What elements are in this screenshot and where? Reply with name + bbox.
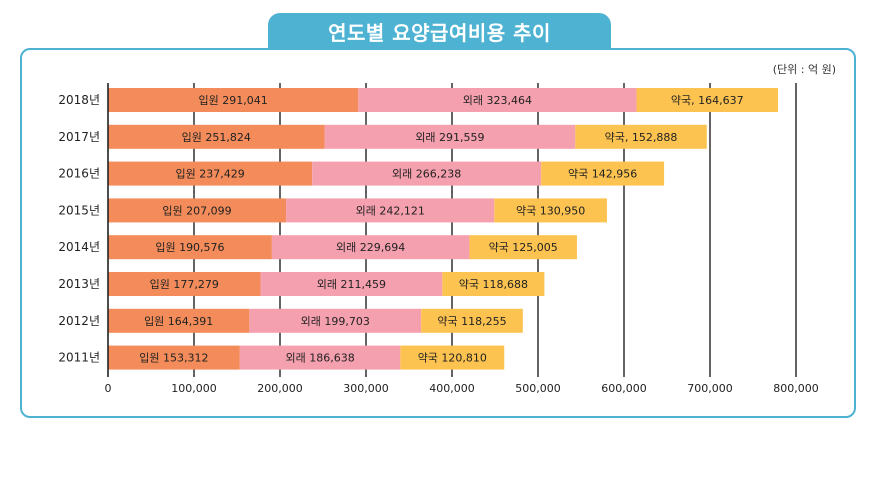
bar-label-약국-2013년: 약국 118,688: [459, 277, 528, 291]
bar-label-약국-2017년: 약국, 152,888: [605, 130, 678, 144]
bar-label-입원-2015년: 입원 207,099: [162, 204, 231, 217]
category-label-2011년: 2011년: [58, 351, 100, 365]
category-label-2016년: 2016년: [58, 167, 100, 181]
category-label-2017년: 2017년: [58, 130, 100, 144]
bar-외래-2016년: [312, 161, 542, 186]
bar-외래-2017년: [324, 124, 576, 149]
bar-label-외래-2011년: 외래 186,638: [285, 352, 354, 365]
category-label-2018년: 2018년: [58, 93, 100, 107]
bar-label-외래-2015년: 외래 242,121: [356, 204, 425, 217]
bar-외래-2014년: [271, 235, 470, 260]
x-tick-label-0: 0: [105, 382, 112, 395]
bar-label-입원-2016년: 입원 237,429: [175, 168, 244, 181]
bar-label-외래-2016년: 외래 266,238: [392, 168, 461, 181]
bar-약국-2014년: [469, 235, 577, 260]
category-label-2013년: 2013년: [58, 277, 100, 291]
bar-label-입원-2012년: 입원 164,391: [144, 315, 213, 328]
bar-label-외래-2017년: 외래 291,559: [415, 131, 484, 144]
bar-입원-2015년: [108, 198, 287, 223]
category-label-2012년: 2012년: [58, 314, 100, 328]
bar-입원-2018년: [108, 88, 359, 112]
category-label-2014년: 2014년: [58, 240, 100, 254]
bar-약국-2013년: [442, 272, 545, 296]
bar-label-입원-2014년: 입원 190,576: [155, 241, 224, 254]
unit-label: (단위 : 억 원): [773, 63, 836, 76]
bar-입원-2013년: [108, 272, 261, 296]
bar-label-외래-2013년: 외래 211,459: [317, 278, 386, 291]
x-tick-label-600000: 600,000: [601, 382, 647, 395]
bar-약국-2015년: [494, 198, 607, 223]
category-label-2015년: 2015년: [58, 203, 100, 217]
x-tick-label-400000: 400,000: [429, 382, 475, 395]
x-tick-label-200000: 200,000: [257, 382, 303, 395]
bar-label-외래-2014년: 외래 229,694: [336, 241, 405, 254]
labels-layer: 입원 291,041 외래 323,464 약국, 164,637 입원 251,82…: [139, 93, 743, 365]
bar-입원-2012년: [108, 308, 250, 333]
bar-입원-2017년: [108, 124, 325, 149]
bar-약국-2012년: [421, 308, 523, 333]
bar-label-입원-2011년: 입원 153,312: [139, 352, 208, 365]
x-tick-label-100000: 100,000: [171, 382, 217, 395]
bar-약국-2011년: [400, 345, 505, 370]
bar-약국-2018년: [636, 88, 779, 112]
x-tick-label-700000: 700,000: [687, 382, 733, 395]
bar-약국-2017년: [575, 124, 707, 149]
x-tick-label-500000: 500,000: [515, 382, 561, 395]
bar-label-약국-2018년: 약국, 164,637: [671, 93, 744, 107]
bar-외래-2012년: [249, 308, 422, 333]
bar-외래-2011년: [239, 345, 401, 370]
bar-입원-2014년: [108, 235, 272, 260]
bar-입원-2011년: [108, 345, 240, 370]
bar-label-외래-2012년: 외래 199,703: [301, 315, 370, 328]
bar-label-약국-2016년: 약국 142,956: [568, 167, 637, 181]
bar-약국-2016년: [541, 161, 665, 186]
bar-label-외래-2018년: 외래 323,464: [463, 94, 532, 107]
bar-label-약국-2012년: 약국 118,255: [437, 314, 506, 328]
bar-외래-2015년: [286, 198, 495, 223]
bar-label-약국-2015년: 약국 130,950: [516, 203, 585, 217]
bars-layer: [108, 88, 779, 370]
bar-label-입원-2013년: 입원 177,279: [150, 278, 219, 291]
bar-외래-2013년: [260, 272, 443, 296]
chart-title: 연도별 요양급여비용 추이: [268, 13, 611, 49]
bar-label-약국-2011년: 약국 120,810: [418, 351, 487, 365]
axis-layer: 2018년 2017년 2016년 2015년 2014년 2013년 2012년 2011년…: [58, 83, 819, 395]
bar-외래-2018년: [358, 88, 637, 112]
x-tick-label-300000: 300,000: [343, 382, 389, 395]
bar-입원-2016년: [108, 161, 313, 186]
bar-label-입원-2017년: 입원 251,824: [182, 131, 251, 144]
bar-label-입원-2018년: 입원 291,041: [199, 94, 268, 107]
bar-label-약국-2014년: 약국 125,005: [489, 240, 558, 254]
x-tick-label-800000: 800,000: [773, 382, 819, 395]
